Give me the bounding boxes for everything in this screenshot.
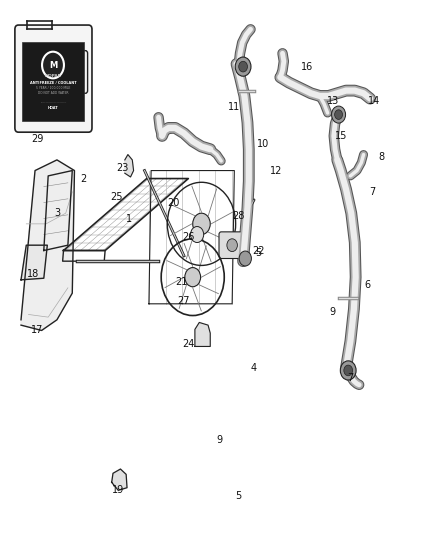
Text: 10: 10 <box>257 139 269 149</box>
Text: 21: 21 <box>176 278 188 287</box>
Circle shape <box>335 110 343 119</box>
Text: 3: 3 <box>54 208 60 218</box>
Text: MOPAR: MOPAR <box>45 74 61 78</box>
Circle shape <box>191 227 204 243</box>
Circle shape <box>193 213 210 235</box>
Text: 23: 23 <box>117 163 129 173</box>
Text: 29: 29 <box>31 134 43 143</box>
Text: 18: 18 <box>27 270 39 279</box>
Text: 15: 15 <box>336 131 348 141</box>
Text: DO NOT ADD WATER: DO NOT ADD WATER <box>38 91 68 95</box>
Text: 6: 6 <box>365 280 371 290</box>
Text: 5: 5 <box>255 248 261 258</box>
Text: 20: 20 <box>167 198 179 207</box>
Text: 28: 28 <box>233 211 245 221</box>
Text: 1: 1 <box>126 214 132 223</box>
Circle shape <box>340 361 356 380</box>
Text: 7: 7 <box>347 374 353 383</box>
Text: 2: 2 <box>80 174 86 183</box>
Text: 11: 11 <box>228 102 240 111</box>
Polygon shape <box>112 469 127 490</box>
Text: 16: 16 <box>300 62 313 71</box>
Text: 9: 9 <box>216 435 222 445</box>
FancyBboxPatch shape <box>15 25 92 132</box>
Text: 4: 4 <box>251 363 257 373</box>
Text: 26: 26 <box>182 232 194 242</box>
Polygon shape <box>21 160 74 330</box>
FancyBboxPatch shape <box>219 232 245 259</box>
Circle shape <box>185 268 201 287</box>
Text: 8: 8 <box>378 152 384 162</box>
Text: 5: 5 <box>236 491 242 500</box>
Circle shape <box>235 57 251 76</box>
Text: 22: 22 <box>252 246 265 255</box>
Polygon shape <box>195 322 210 346</box>
Polygon shape <box>21 245 47 280</box>
Circle shape <box>239 61 247 72</box>
Text: 17: 17 <box>31 326 43 335</box>
Circle shape <box>227 239 237 252</box>
Text: M: M <box>49 61 57 69</box>
Text: 5 YEAR / 100,000 MILE: 5 YEAR / 100,000 MILE <box>36 86 70 90</box>
Polygon shape <box>125 155 134 177</box>
Circle shape <box>344 365 353 376</box>
Text: HOAT: HOAT <box>48 106 58 110</box>
Text: 14: 14 <box>368 96 381 106</box>
Text: ANTIFREEZE / COOLANT: ANTIFREEZE / COOLANT <box>30 80 76 85</box>
Circle shape <box>332 106 346 123</box>
Text: 25: 25 <box>110 192 122 202</box>
Text: 9: 9 <box>330 307 336 317</box>
FancyBboxPatch shape <box>22 42 84 121</box>
Text: 27: 27 <box>178 296 190 306</box>
Circle shape <box>239 251 251 266</box>
Text: 24: 24 <box>182 339 194 349</box>
Text: 13: 13 <box>327 96 339 106</box>
Circle shape <box>42 52 64 78</box>
Text: 19: 19 <box>112 486 124 495</box>
Text: ___________________: ___________________ <box>40 99 66 103</box>
Text: 12: 12 <box>270 166 282 175</box>
Text: 7: 7 <box>369 187 375 197</box>
